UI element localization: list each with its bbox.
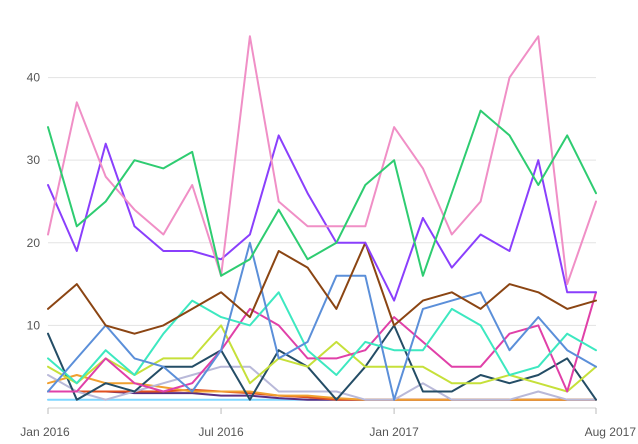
series-layer xyxy=(47,35,597,401)
y-tick-label: 40 xyxy=(27,71,41,85)
x-tick-label: Jan 2017 xyxy=(369,425,419,439)
x-tick-label: Aug 2017 xyxy=(585,425,637,439)
x-axis: Jan 2016 Jul 2016 Jan 2017 Aug 2017 xyxy=(20,407,637,439)
y-axis: 10 20 30 40 xyxy=(27,71,41,333)
y-tick-label: 20 xyxy=(27,236,41,250)
x-tick-label: Jan 2016 xyxy=(20,425,70,439)
series-line-9 xyxy=(47,365,597,401)
series-line-5 xyxy=(47,291,597,385)
series-line-3 xyxy=(47,241,597,335)
series-line-0 xyxy=(47,109,597,277)
x-tick-label: Jul 2016 xyxy=(198,425,244,439)
series-line-8 xyxy=(47,324,597,401)
y-tick-label: 10 xyxy=(27,318,41,332)
series-line-7 xyxy=(47,324,597,393)
series-line-4 xyxy=(47,241,597,401)
series-line-2 xyxy=(47,134,597,302)
series-line-1 xyxy=(47,35,597,286)
grid xyxy=(48,77,596,326)
y-tick-label: 30 xyxy=(27,153,41,167)
